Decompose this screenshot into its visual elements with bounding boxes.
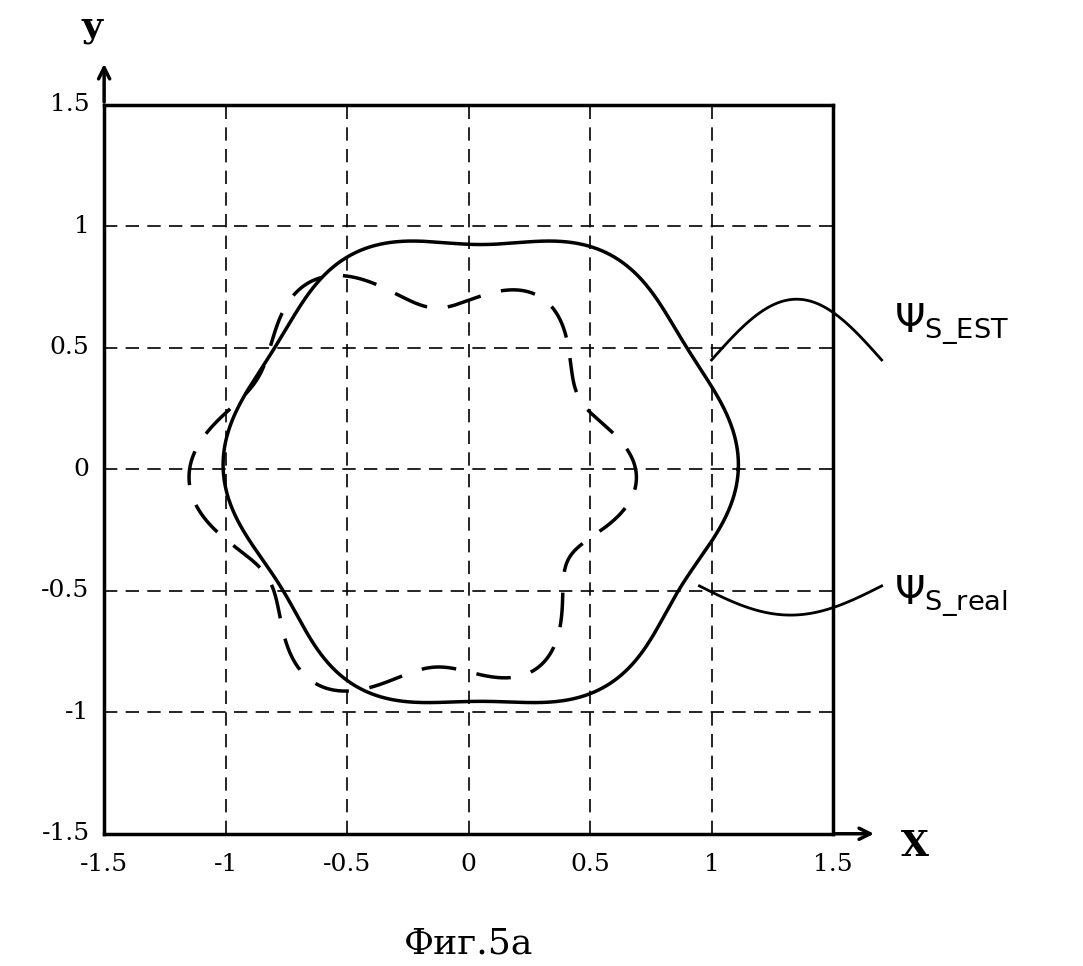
Text: -1.5: -1.5 — [41, 822, 90, 845]
Text: -1.5: -1.5 — [80, 853, 128, 876]
Text: 0: 0 — [460, 853, 477, 876]
Text: -1: -1 — [65, 700, 90, 724]
Text: 0: 0 — [74, 458, 90, 481]
Text: 1.5: 1.5 — [813, 853, 853, 876]
Text: -1: -1 — [213, 853, 238, 876]
Text: -0.5: -0.5 — [323, 853, 371, 876]
Text: 0.5: 0.5 — [50, 336, 90, 359]
Text: 1: 1 — [74, 214, 90, 238]
Text: y: y — [81, 10, 103, 44]
Text: -0.5: -0.5 — [41, 580, 90, 602]
Text: 1.5: 1.5 — [50, 94, 90, 116]
Text: $\Psi_{\mathrm{S\_real}}$: $\Psi_{\mathrm{S\_real}}$ — [893, 573, 1007, 618]
Text: X: X — [901, 829, 929, 863]
Text: 1: 1 — [704, 853, 719, 876]
Text: 0.5: 0.5 — [571, 853, 610, 876]
Text: $\Psi_{\mathrm{S\_EST}}$: $\Psi_{\mathrm{S\_EST}}$ — [893, 301, 1008, 346]
Text: Фиг.5a: Фиг.5a — [404, 926, 533, 960]
